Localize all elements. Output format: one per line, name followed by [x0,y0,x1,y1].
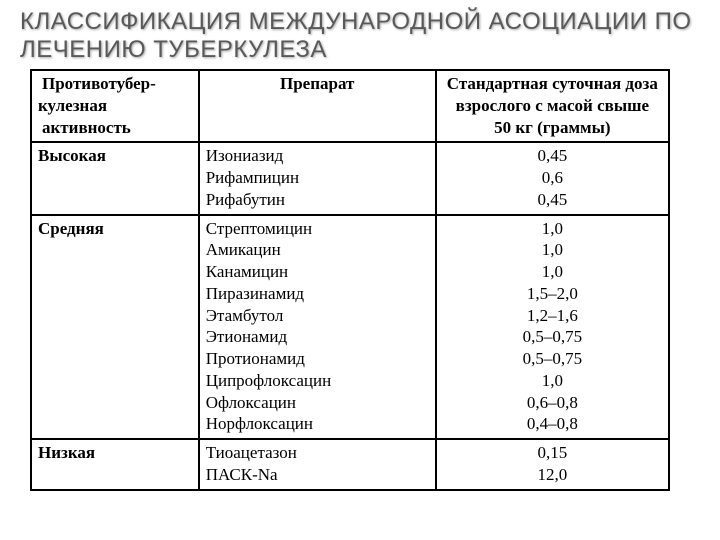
drug-cell: СтрептомицинАмикацинКанамицинПиразинамид… [199,215,436,440]
dose-value: 1,5–2,0 [443,283,662,305]
dose-value: 0,6–0,8 [443,392,662,414]
drug-name: Офлоксацин [206,392,429,414]
drug-name: Амикацин [206,239,429,261]
drug-name: Протионамид [206,348,429,370]
header-activity-l3: активность [38,117,192,139]
table-body: ВысокаяИзониазидРифампицинРифабутин0,450… [31,142,669,489]
dose-value: 0,4–0,8 [443,413,662,435]
dose-value: 0,5–0,75 [443,348,662,370]
drug-cell: ТиоацетазонПАСК-Na [199,439,436,490]
drug-name: Этамбутол [206,305,429,327]
col-header-activity: Противотубер- кулезная активность [31,70,199,142]
table-row: ВысокаяИзониазидРифампицинРифабутин0,450… [31,142,669,214]
drug-name: Ципрофлоксацин [206,370,429,392]
header-activity-l1: Противотубер- [38,73,192,95]
table-row: НизкаяТиоацетазонПАСК-Na0,1512,0 [31,439,669,490]
drug-name: Стрептомицин [206,218,429,240]
drug-name: Рифампицин [206,167,429,189]
title-line-1: КЛАССИФИКАЦИЯ МЕЖДУНАРОДНОЙ АСОЦИАЦИИ ПО [20,8,700,36]
title-line-2: ЛЕЧЕНИЮ ТУБЕРКУЛЕЗА [20,36,700,64]
drug-name: Канамицин [206,261,429,283]
drug-name: Пиразинамид [206,283,429,305]
header-dose-l2: взрослого с масой свыше [443,95,662,117]
classification-table: Противотубер- кулезная активность Препар… [30,69,670,491]
header-dose-l3: 50 кг (граммы) [443,117,662,139]
drug-name: Изониазид [206,145,429,167]
dose-value: 0,5–0,75 [443,326,662,348]
drug-name: Норфлоксацин [206,413,429,435]
dose-value: 0,6 [443,167,662,189]
dose-value: 12,0 [443,464,662,486]
col-header-drug: Препарат [199,70,436,142]
header-activity-l2: кулезная [38,95,192,117]
dose-value: 0,45 [443,189,662,211]
col-header-dose: Стандартная суточная доза взрослого с ма… [436,70,669,142]
dose-value: 0,45 [443,145,662,167]
dose-cell: 1,01,01,01,5–2,01,2–1,60,5–0,750,5–0,751… [436,215,669,440]
table-header-row: Противотубер- кулезная активность Препар… [31,70,669,142]
drug-name: Этионамид [206,326,429,348]
drug-name: Рифабутин [206,189,429,211]
slide: КЛАССИФИКАЦИЯ МЕЖДУНАРОДНОЙ АСОЦИАЦИИ ПО… [0,0,720,540]
dose-value: 1,0 [443,239,662,261]
activity-cell: Низкая [31,439,199,490]
header-drug-label: Препарат [280,74,354,93]
dose-value: 1,2–1,6 [443,305,662,327]
dose-value: 1,0 [443,218,662,240]
table-row: СредняяСтрептомицинАмикацинКанамицинПира… [31,215,669,440]
dose-cell: 0,450,60,45 [436,142,669,214]
activity-cell: Высокая [31,142,199,214]
dose-value: 1,0 [443,370,662,392]
activity-cell: Средняя [31,215,199,440]
slide-title: КЛАССИФИКАЦИЯ МЕЖДУНАРОДНОЙ АСОЦИАЦИИ ПО… [20,8,700,63]
drug-name: ПАСК-Na [206,464,429,486]
drug-cell: ИзониазидРифампицинРифабутин [199,142,436,214]
dose-cell: 0,1512,0 [436,439,669,490]
dose-value: 1,0 [443,261,662,283]
header-dose-l1: Стандартная суточная доза [443,73,662,95]
dose-value: 0,15 [443,442,662,464]
drug-name: Тиоацетазон [206,442,429,464]
